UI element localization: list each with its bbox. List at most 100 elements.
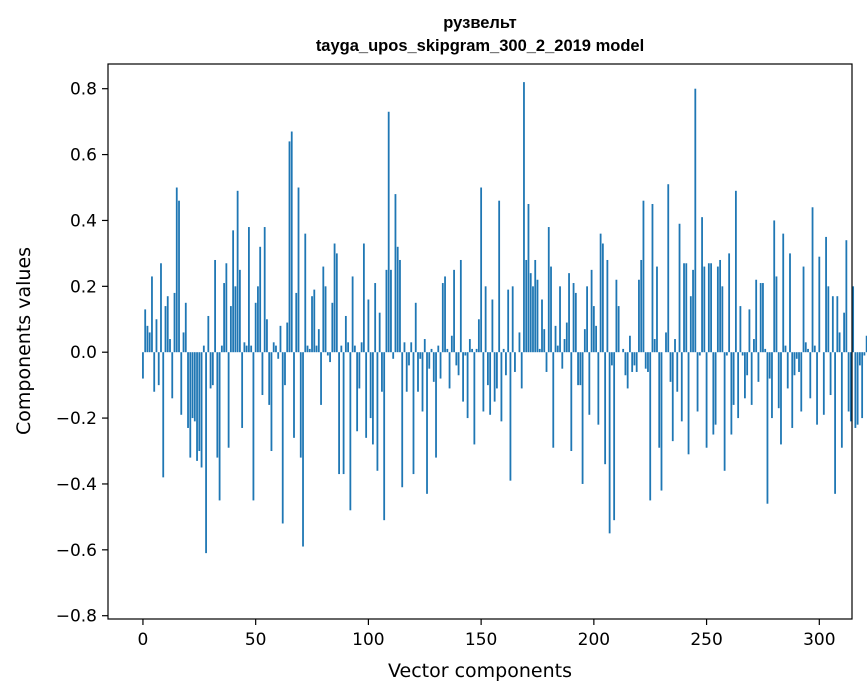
bar	[202, 345, 205, 353]
y-tick-label: 0.2	[70, 277, 97, 297]
bar	[187, 352, 189, 428]
bar	[441, 283, 444, 353]
bar	[360, 342, 363, 353]
bar	[146, 325, 149, 353]
bar	[660, 352, 663, 491]
bar	[669, 352, 672, 382]
bar	[426, 352, 428, 494]
bar	[189, 352, 192, 458]
bar	[329, 352, 331, 363]
bar	[592, 306, 595, 353]
bar	[410, 342, 413, 353]
bar	[290, 131, 293, 353]
bar	[595, 325, 598, 353]
bar	[489, 352, 492, 415]
bar	[220, 345, 223, 353]
bar	[374, 283, 377, 353]
bar	[484, 286, 487, 353]
bar	[728, 253, 731, 353]
bar	[683, 263, 685, 353]
bar	[365, 352, 368, 438]
y-tick-label: −0.2	[56, 409, 97, 429]
bar	[649, 352, 652, 501]
y-tick-label: 0.4	[70, 211, 97, 231]
bar	[259, 246, 262, 353]
bar	[642, 200, 645, 353]
bar	[707, 263, 710, 353]
bar	[270, 352, 273, 452]
bar	[523, 82, 525, 353]
bar	[764, 348, 767, 353]
bar	[171, 352, 174, 399]
bar	[473, 352, 476, 445]
bar	[534, 259, 537, 353]
bar	[311, 296, 313, 353]
bar	[795, 352, 798, 359]
bar	[753, 339, 755, 353]
bar	[536, 279, 539, 353]
bar	[768, 352, 771, 379]
bar	[802, 266, 805, 353]
bar	[525, 259, 528, 353]
chart-subtitle: tayga_upos_skipgram_300_2_2019 model	[316, 37, 644, 55]
bar	[599, 233, 602, 353]
bar	[574, 292, 577, 353]
bar	[674, 339, 676, 353]
bar	[541, 299, 543, 353]
bar	[647, 352, 649, 372]
bars-group	[142, 82, 867, 554]
bar	[809, 352, 812, 399]
bar	[840, 352, 843, 448]
bar	[624, 352, 627, 376]
bar	[680, 352, 683, 422]
bar	[261, 352, 264, 396]
bar	[175, 187, 178, 353]
bar	[849, 352, 852, 422]
bar	[313, 289, 316, 353]
bar	[414, 302, 417, 353]
bar	[166, 296, 169, 353]
y-axis-ticks: −0.8 −0.6 −0.4 −0.2 0.0 0.2 0.4 0.6 0.8	[56, 80, 108, 627]
bar	[423, 339, 426, 353]
bar	[486, 352, 489, 386]
x-tick-label: 50	[245, 630, 267, 650]
bar	[198, 352, 201, 452]
y-tick-label: 0.6	[70, 146, 97, 166]
bar	[696, 352, 699, 412]
bar	[238, 269, 241, 353]
bar	[746, 352, 749, 376]
bar	[511, 286, 514, 353]
bar	[766, 352, 769, 504]
bar	[811, 207, 814, 353]
bar	[705, 352, 708, 448]
bar	[173, 292, 176, 353]
bar	[266, 319, 268, 353]
y-tick-label: 0.8	[70, 80, 97, 100]
bar	[347, 342, 350, 353]
bar	[556, 345, 559, 353]
bar	[482, 352, 485, 412]
bar	[529, 273, 532, 353]
bar	[793, 352, 796, 376]
bar	[223, 283, 226, 353]
bar	[200, 352, 203, 468]
bar	[565, 322, 568, 353]
bar	[818, 256, 821, 353]
bar	[144, 309, 147, 353]
bar	[865, 335, 867, 353]
bar	[155, 319, 158, 353]
bar	[586, 286, 588, 353]
bar	[714, 352, 717, 425]
bar	[716, 266, 719, 353]
bar	[710, 263, 712, 353]
bar	[162, 352, 165, 478]
bar	[633, 352, 636, 366]
bar	[719, 259, 722, 353]
bar	[687, 352, 690, 455]
bar	[863, 352, 866, 356]
bar	[608, 352, 611, 534]
bar	[209, 352, 212, 389]
bar	[394, 194, 397, 353]
bar	[845, 240, 848, 353]
bar	[448, 352, 451, 389]
